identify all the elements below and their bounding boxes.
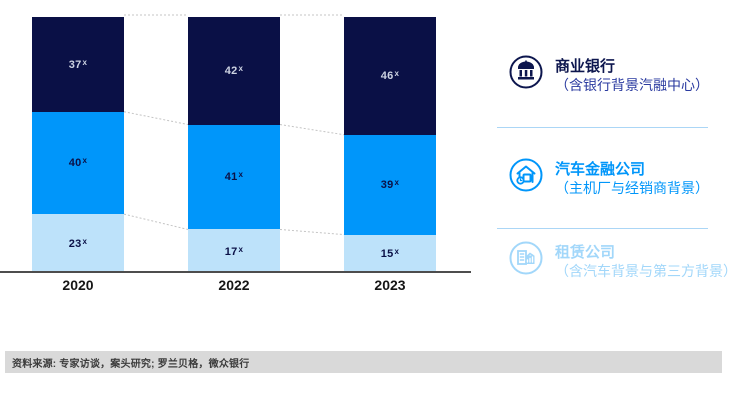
bar-segment-leasing: 15x <box>344 234 436 273</box>
segment-value-label: 17x <box>224 244 244 258</box>
bar-segment-commercial-bank: 42x <box>188 17 280 125</box>
x-axis-line <box>0 271 471 273</box>
segment-value-label: 46x <box>380 69 400 83</box>
legend-subtitle: （含银行背景汽融中心） <box>555 77 709 93</box>
stacked-bar-chart: 37x 40x 23x 42x 41x 17x 46x 39x 15x 2020… <box>0 0 480 300</box>
segment-value-label: 37x <box>68 57 88 71</box>
car-garage-icon <box>509 158 543 192</box>
bar-segment-commercial-bank: 37x <box>32 17 124 112</box>
x-tick-2023: 2023 <box>374 277 406 293</box>
bar-2023: 46x 39x 15x <box>344 17 436 273</box>
leasing-building-icon <box>509 241 543 275</box>
legend-title: 汽车金融公司 <box>555 161 646 178</box>
legend-title: 租赁公司 <box>555 244 616 261</box>
legend-item-leasing: 租赁公司 （含汽车背景与第三方背景） <box>495 241 737 281</box>
segment-value-label: 23x <box>68 237 88 251</box>
legend-title: 商业银行 <box>555 58 616 75</box>
connector-lines <box>123 14 345 236</box>
legend-subtitle: （含汽车背景与第三方背景） <box>555 263 737 279</box>
bar-segment-auto-finance: 39x <box>344 134 436 235</box>
x-tick-2022: 2022 <box>218 277 250 293</box>
segment-value-label: 39x <box>380 178 400 192</box>
bar-segment-leasing: 23x <box>32 214 124 273</box>
legend-divider <box>497 127 708 128</box>
bar-2020: 37x 40x 23x <box>32 17 124 273</box>
segment-value-label: 40x <box>68 156 88 170</box>
bar-segment-commercial-bank: 46x <box>344 17 436 135</box>
legend-divider <box>497 228 708 229</box>
segment-value-label: 42x <box>224 64 244 78</box>
segment-value-label: 15x <box>380 247 400 261</box>
bar-2022: 42x 41x 17x <box>188 17 280 273</box>
legend-text: 汽车金融公司 （主机厂与经销商背景） <box>555 158 709 198</box>
bar-segment-auto-finance: 41x <box>188 124 280 230</box>
legend-item-auto-finance: 汽车金融公司 （主机厂与经销商背景） <box>495 158 709 198</box>
legend-text: 商业银行 （含银行背景汽融中心） <box>555 55 709 95</box>
legend-text: 租赁公司 （含汽车背景与第三方背景） <box>555 241 737 281</box>
segment-value-label: 41x <box>224 170 244 184</box>
x-tick-2020: 2020 <box>62 277 94 293</box>
bank-icon <box>509 55 543 89</box>
source-text: 资料来源: 专家访谈，案头研究; 罗兰贝格，微众银行 <box>12 358 250 370</box>
legend-item-commercial-bank: 商业银行 （含银行背景汽融中心） <box>495 55 709 95</box>
source-band: 资料来源: 专家访谈，案头研究; 罗兰贝格，微众银行 <box>5 351 722 373</box>
bar-segment-leasing: 17x <box>188 229 280 273</box>
legend-subtitle: （主机厂与经销商背景） <box>555 180 709 196</box>
bar-segment-auto-finance: 40x <box>32 111 124 215</box>
